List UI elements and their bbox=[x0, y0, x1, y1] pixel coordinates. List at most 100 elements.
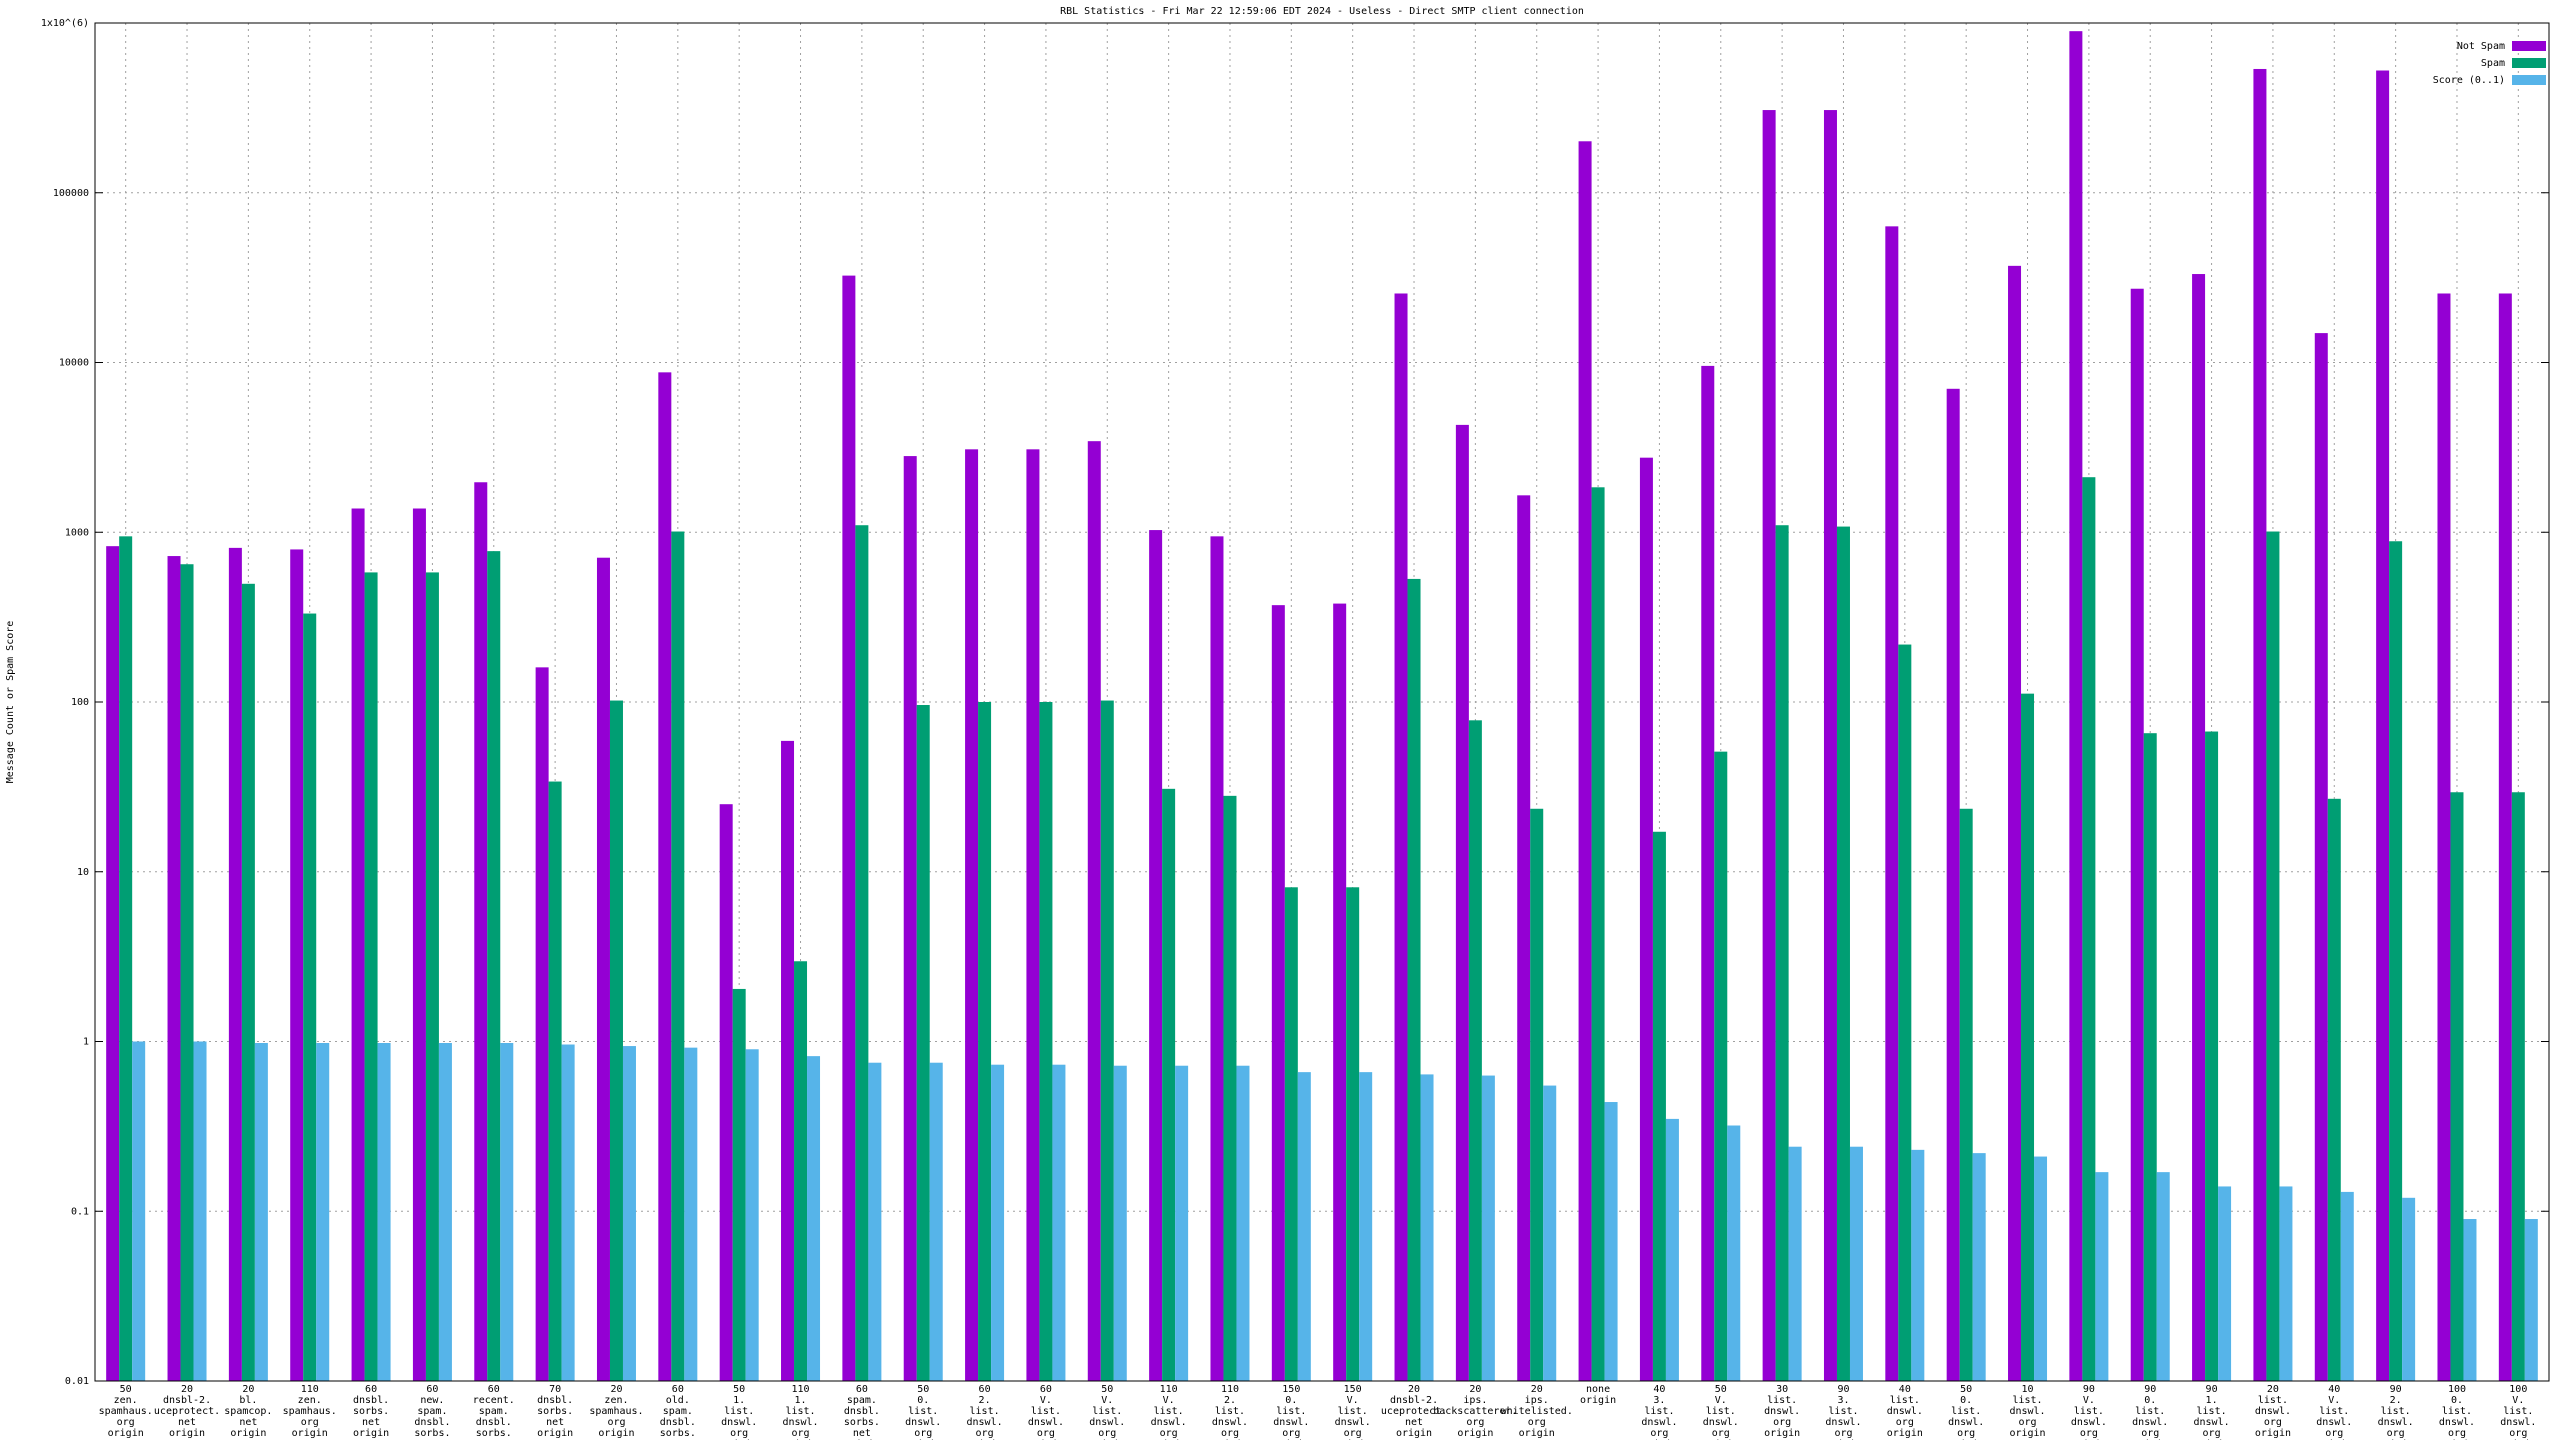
bar bbox=[2450, 792, 2464, 1381]
x-tick-label: dnswl. bbox=[2194, 1417, 2230, 1428]
x-tick-label: list. bbox=[2442, 1406, 2472, 1417]
bar bbox=[132, 1041, 146, 1381]
bar bbox=[1236, 1065, 1250, 1381]
x-tick-label: 60 bbox=[856, 1384, 868, 1395]
x-tick-label: origin bbox=[1764, 1428, 1800, 1439]
x-tick-label: spamhaus. bbox=[99, 1406, 153, 1417]
x-tick-label: net bbox=[362, 1417, 380, 1428]
x-tick-label: dnswl. bbox=[905, 1417, 941, 1428]
x-tick-label: 110 bbox=[791, 1384, 809, 1395]
bar bbox=[609, 700, 623, 1381]
x-tick-label: dnswl. bbox=[2071, 1417, 2107, 1428]
bar bbox=[228, 547, 242, 1381]
bar bbox=[2402, 1197, 2416, 1381]
x-tick-label: dnswl. bbox=[1212, 1417, 1248, 1428]
x-tick-label: dnsbl-2. bbox=[163, 1395, 211, 1406]
x-tick-label: spam. bbox=[663, 1406, 693, 1417]
bar bbox=[241, 583, 255, 1381]
x-tick-label: origin bbox=[1396, 1428, 1432, 1439]
x-tick-label: spam. bbox=[417, 1406, 447, 1417]
x-tick-label: list. bbox=[2381, 1406, 2411, 1417]
x-tick-label: 2. bbox=[1224, 1395, 1236, 1406]
x-tick-label: 20 bbox=[242, 1384, 254, 1395]
x-tick-label: org bbox=[1037, 1428, 1055, 1439]
bar bbox=[1885, 226, 1899, 1382]
bar bbox=[1823, 110, 1837, 1382]
x-tick-label: net bbox=[1405, 1417, 1423, 1428]
bar bbox=[1359, 1072, 1373, 1381]
bar bbox=[781, 740, 795, 1381]
x-tick-label: list. bbox=[1767, 1395, 1797, 1406]
x-tick-label: 150 bbox=[1344, 1384, 1362, 1395]
bar bbox=[991, 1064, 1005, 1381]
bar bbox=[1087, 441, 1101, 1381]
x-tick-label: dnswl. bbox=[2500, 1417, 2536, 1428]
x-tick-label: list. bbox=[908, 1406, 938, 1417]
bar bbox=[2192, 274, 2206, 1381]
x-tick-label: dnsbl. bbox=[844, 1406, 880, 1417]
x-tick-label: org bbox=[791, 1428, 809, 1439]
x-tick-label: 1. bbox=[795, 1395, 807, 1406]
x-tick-label: V. bbox=[1163, 1395, 1175, 1406]
x-tick-label: spamhaus. bbox=[283, 1406, 337, 1417]
x-tick-label: dnswl. bbox=[2009, 1406, 2045, 1417]
x-tick-label: org bbox=[2448, 1428, 2466, 1439]
bar bbox=[1455, 424, 1469, 1381]
x-tick-label: list. bbox=[1828, 1406, 1858, 1417]
bar bbox=[2082, 477, 2096, 1381]
x-tick-label: 90 bbox=[1837, 1384, 1849, 1395]
x-tick-label: origin bbox=[108, 1428, 144, 1439]
bar bbox=[1898, 644, 1912, 1381]
bar bbox=[1639, 457, 1653, 1381]
x-tick-label: 50 bbox=[1101, 1384, 1113, 1395]
x-tick-label: org bbox=[1773, 1417, 1791, 1428]
bar bbox=[1604, 1102, 1618, 1381]
x-tick-label: origin bbox=[1457, 1428, 1493, 1439]
bar bbox=[855, 525, 869, 1381]
bar bbox=[1959, 808, 1973, 1381]
bar bbox=[2034, 1156, 2048, 1381]
bar bbox=[2376, 70, 2390, 1382]
bar bbox=[2524, 1219, 2538, 1381]
x-tick-label: list. bbox=[1092, 1406, 1122, 1417]
bar bbox=[745, 1049, 759, 1381]
x-tick-label: org bbox=[1221, 1428, 1239, 1439]
x-tick-label: dnswl. bbox=[967, 1417, 1003, 1428]
x-tick-label: origin bbox=[2255, 1428, 2291, 1439]
x-tick-label: dnswl. bbox=[2378, 1417, 2414, 1428]
x-tick-label: old. bbox=[666, 1395, 690, 1406]
x-tick-label: org bbox=[607, 1417, 625, 1428]
x-tick-label: dnswl. bbox=[1028, 1417, 1064, 1428]
x-tick-label: origin bbox=[1519, 1428, 1555, 1439]
x-tick-label: 70 bbox=[549, 1384, 561, 1395]
bar bbox=[929, 1062, 943, 1381]
bar bbox=[1836, 526, 1850, 1381]
x-tick-label: list. bbox=[1031, 1406, 1061, 1417]
bar bbox=[500, 1042, 514, 1381]
x-tick-label: 100 bbox=[2509, 1384, 2527, 1395]
bar bbox=[2143, 733, 2157, 1381]
x-tick-label: list. bbox=[785, 1406, 815, 1417]
bar bbox=[1407, 578, 1421, 1381]
bar bbox=[719, 804, 733, 1381]
x-tick-label: dnswl. bbox=[2255, 1406, 2291, 1417]
x-tick-label: V. bbox=[2083, 1395, 2095, 1406]
x-tick-label: 50 bbox=[733, 1384, 745, 1395]
x-tick-label: 110 bbox=[1221, 1384, 1239, 1395]
x-tick-label: net bbox=[239, 1417, 257, 1428]
x-tick-label: 40 bbox=[1899, 1384, 1911, 1395]
x-tick-label: org bbox=[1712, 1428, 1730, 1439]
bar bbox=[1468, 720, 1482, 1381]
x-tick-label: dnsbl-2. bbox=[1390, 1395, 1438, 1406]
bar bbox=[1175, 1065, 1189, 1381]
x-tick-label: spamcop. bbox=[224, 1406, 272, 1417]
x-tick-label: dnswl. bbox=[1764, 1406, 1800, 1417]
x-tick-label: org bbox=[976, 1428, 994, 1439]
bar bbox=[1333, 603, 1347, 1381]
x-tick-label: sorbs. bbox=[353, 1406, 389, 1417]
chart-title: RBL Statistics - Fri Mar 22 12:59:06 EDT… bbox=[1060, 6, 1584, 17]
plot-frame bbox=[94, 22, 2550, 1382]
bar bbox=[474, 482, 488, 1381]
x-tick-label: origin bbox=[537, 1428, 573, 1439]
legend-label: Not Spam bbox=[2457, 41, 2505, 52]
